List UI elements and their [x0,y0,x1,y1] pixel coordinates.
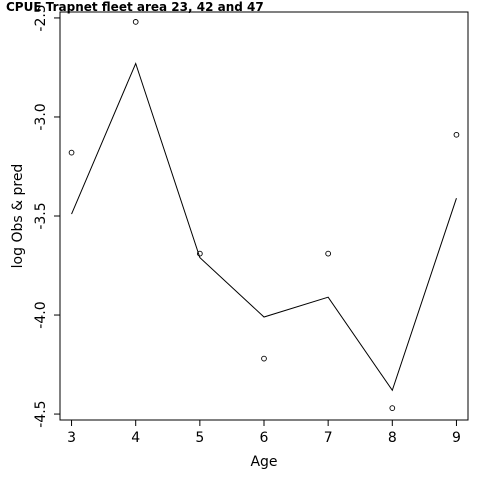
y-tick-label: -4.5 [33,400,49,427]
observed-point [325,250,332,257]
x-tick-label: 3 [67,430,76,446]
x-axis: 3 4 5 6 7 8 9 [67,420,461,446]
observed-point [389,405,396,411]
y-tick-label: -4.0 [33,301,49,328]
observed-point [261,355,267,362]
chart-title: CPUE Trapnet fleet area 23, 42 and 47 [6,0,264,14]
x-tick-label: 8 [388,430,397,446]
x-axis-label: Age [250,454,277,470]
predicted-line [71,62,457,392]
observed-point [453,131,460,138]
observed-point [68,149,75,156]
x-tick-label: 6 [260,430,269,446]
x-tick-label: 7 [324,430,333,446]
y-axis: -4.5 -4.0 -3.5 -3.0 -2.5 [33,4,60,428]
observed-series [68,19,460,411]
observed-point [196,250,203,257]
x-tick-label: 9 [452,430,461,446]
y-tick-label: -2.5 [33,4,49,31]
y-axis-label: log Obs & pred [10,164,26,269]
x-tick-label: 4 [131,430,140,446]
predicted-series [71,62,457,392]
x-tick-label: 5 [195,430,204,446]
observed-point [132,19,139,25]
y-tick-label: -3.0 [33,103,49,130]
y-tick-label: -3.5 [33,202,49,229]
